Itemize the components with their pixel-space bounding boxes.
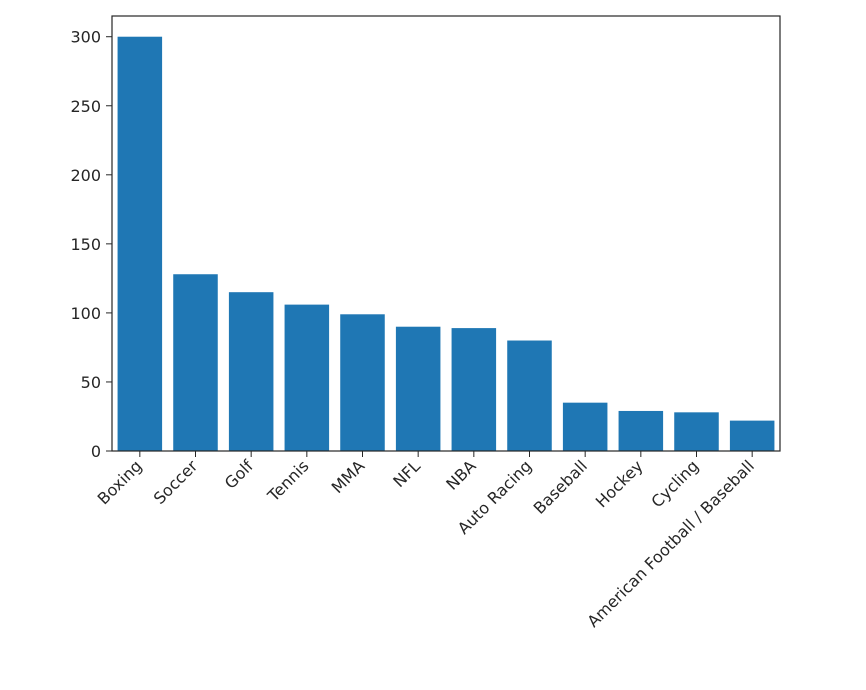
bars-group bbox=[117, 36, 775, 452]
bar-american-football-baseball bbox=[729, 420, 775, 451]
bar-tennis bbox=[284, 304, 330, 451]
bar-mma bbox=[340, 314, 385, 451]
bar-nba bbox=[451, 328, 497, 451]
bar-hockey bbox=[618, 410, 664, 451]
y-tick-label: 0 bbox=[91, 442, 101, 461]
bar-nfl bbox=[395, 326, 441, 451]
y-tick-label: 50 bbox=[81, 373, 101, 392]
y-tick-label: 300 bbox=[70, 28, 101, 47]
y-tick-label: 150 bbox=[70, 235, 101, 254]
bar-baseball bbox=[562, 402, 608, 451]
y-tick-label: 100 bbox=[70, 304, 101, 323]
bar-cycling bbox=[674, 412, 719, 451]
y-axis: 0 50 100 150 200 250 300 bbox=[70, 28, 112, 461]
bar-boxing bbox=[117, 36, 163, 452]
plot-frame bbox=[111, 15, 781, 452]
y-tick-label: 250 bbox=[70, 97, 101, 116]
bar-soccer bbox=[173, 274, 218, 451]
bar-golf bbox=[228, 292, 274, 451]
y-tick-label: 200 bbox=[70, 166, 101, 185]
bar-auto-racing bbox=[507, 340, 552, 451]
